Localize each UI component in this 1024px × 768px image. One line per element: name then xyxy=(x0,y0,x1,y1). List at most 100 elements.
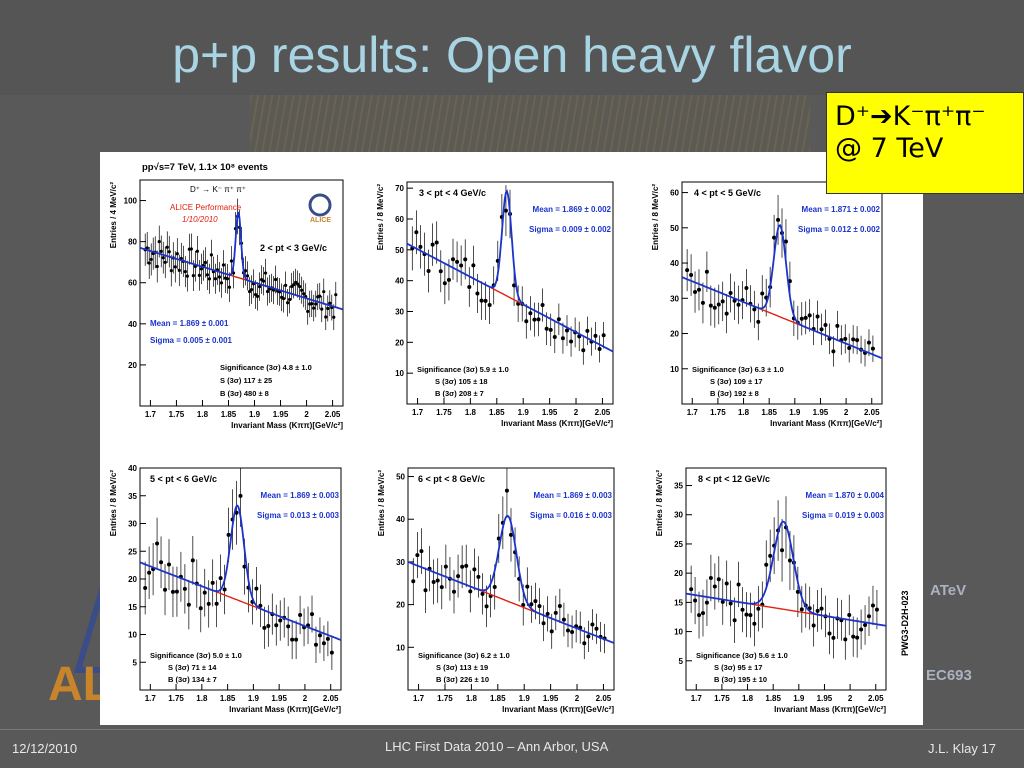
data-point xyxy=(752,307,757,312)
data-point xyxy=(191,274,195,278)
data-point xyxy=(203,260,207,265)
data-point xyxy=(286,301,290,305)
data-point xyxy=(736,582,741,587)
y-tick-label: 50 xyxy=(395,246,404,255)
data-point xyxy=(199,267,203,271)
data-point xyxy=(174,589,179,594)
y-tick-label: 20 xyxy=(670,330,679,339)
pt-range-label: 3 < pt < 4 GeV/c xyxy=(419,188,486,198)
data-point xyxy=(198,606,203,611)
data-point xyxy=(533,599,538,604)
data-point xyxy=(847,612,852,617)
y-tick-label: 50 xyxy=(670,224,679,233)
data-point xyxy=(716,302,721,307)
data-point xyxy=(456,574,461,579)
data-point xyxy=(190,558,195,563)
data-point xyxy=(329,650,334,655)
data-point xyxy=(163,587,168,592)
stat-line: S (3σ) 117 ± 25 xyxy=(220,376,272,385)
data-point xyxy=(147,261,151,265)
data-point xyxy=(182,586,187,591)
data-point xyxy=(529,602,534,607)
y-tick-label: 30 xyxy=(670,294,679,303)
data-point xyxy=(585,328,590,333)
sigma-label: Sigma = 0.013 ± 0.003 xyxy=(257,511,340,520)
plot-frame xyxy=(407,467,615,691)
stat-line: Significance (3σ) 6.3 ± 1.0 xyxy=(692,365,784,374)
plot-frame xyxy=(139,179,344,407)
data-point xyxy=(843,336,848,341)
data-point xyxy=(245,274,250,278)
mean-label: Mean = 1.869 ± 0.002 xyxy=(533,205,612,214)
header-label: pp√s=7 TeV, 1.1× 10⁸ events xyxy=(142,162,268,173)
x-tick-label: 1.9 xyxy=(248,694,260,703)
y-axis-label: Entries / 8 MeV/c² xyxy=(376,184,385,251)
x-tick-label: 2 xyxy=(575,694,580,703)
data-point xyxy=(569,339,574,344)
x-tick-label: 1.9 xyxy=(789,408,801,417)
data-point xyxy=(712,305,717,310)
data-point xyxy=(724,581,729,586)
data-point xyxy=(831,635,836,640)
data-point xyxy=(415,553,420,558)
data-point xyxy=(177,268,181,273)
y-tick-label: 70 xyxy=(395,184,404,193)
side-label: PWG3-D2H-023 xyxy=(900,590,910,656)
y-tick-label: 40 xyxy=(396,515,405,524)
data-point xyxy=(302,292,306,296)
data-point xyxy=(795,589,800,594)
stat-line: B (3σ) 195 ± 10 xyxy=(714,675,767,684)
x-tick-label: 1.85 xyxy=(490,694,506,703)
x-tick-label: 1.8 xyxy=(465,408,477,417)
x-tick-label: 1.7 xyxy=(145,694,157,703)
data-point xyxy=(438,269,443,274)
data-point xyxy=(557,603,562,608)
slide-title: p+p results: Open heavy flavor xyxy=(172,27,852,83)
data-point xyxy=(326,306,330,311)
data-point xyxy=(435,578,440,583)
data-point xyxy=(601,333,606,338)
mean-label: Mean = 1.869 ± 0.001 xyxy=(150,319,229,328)
data-point xyxy=(167,250,171,254)
data-point xyxy=(744,612,749,617)
y-axis-label: Entries / 8 MeV/c² xyxy=(651,184,660,251)
data-point xyxy=(282,297,286,301)
data-point xyxy=(423,588,428,593)
data-point xyxy=(467,285,472,290)
stat-line: S (3σ) 109 ± 17 xyxy=(710,377,763,386)
data-point xyxy=(318,294,322,298)
data-point xyxy=(851,337,856,342)
y-tick-label: 40 xyxy=(128,464,137,473)
data-point xyxy=(855,635,860,640)
data-point xyxy=(847,346,852,351)
data-point xyxy=(811,623,816,628)
data-point xyxy=(439,585,444,590)
x-tick-label: 1.85 xyxy=(221,410,237,419)
x-axis-label: Invariant Mass (Kππ)[GeV/c²] xyxy=(501,419,613,428)
data-point xyxy=(689,273,694,278)
data-point xyxy=(197,273,201,277)
data-point xyxy=(823,323,828,328)
data-point xyxy=(815,314,820,319)
x-tick-label: 1.7 xyxy=(691,694,703,703)
data-point xyxy=(685,268,690,273)
data-point xyxy=(321,641,326,646)
footer-event: LHC First Data 2010 – Ann Arbor, USA xyxy=(385,739,609,754)
data-point xyxy=(209,253,214,257)
data-point xyxy=(512,283,517,288)
data-point xyxy=(254,586,259,591)
data-point xyxy=(799,316,804,321)
data-point xyxy=(225,277,230,281)
x-tick-label: 1.8 xyxy=(466,694,478,703)
data-point xyxy=(205,273,209,277)
data-point xyxy=(532,317,537,322)
data-point xyxy=(799,607,804,612)
data-point xyxy=(870,603,875,608)
data-point xyxy=(783,239,788,244)
data-point xyxy=(556,317,561,322)
data-point xyxy=(700,611,705,616)
data-point xyxy=(492,585,497,590)
data-point xyxy=(265,289,270,294)
data-point xyxy=(446,277,451,282)
x-tick-label: 1.95 xyxy=(813,408,829,417)
